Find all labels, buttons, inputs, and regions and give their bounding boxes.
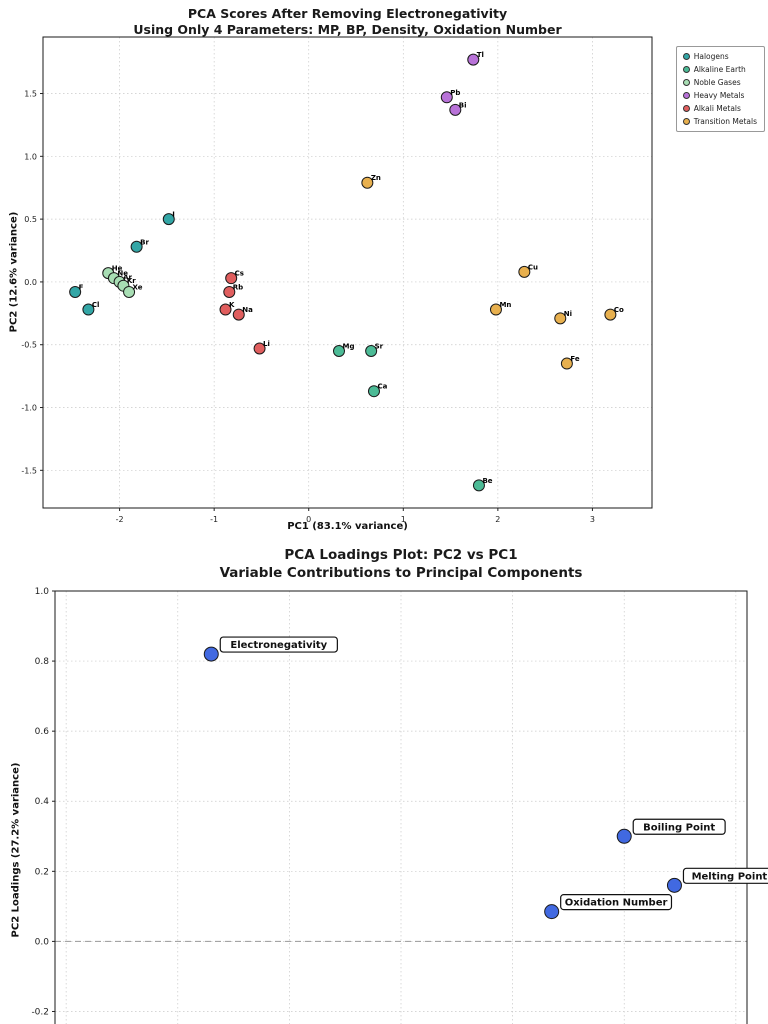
legend-color-dot (682, 118, 690, 125)
legend-item-label: Alkaline Earth (693, 65, 746, 74)
svg-text:Na: Na (242, 306, 253, 314)
svg-text:0.4: 0.4 (35, 797, 50, 807)
svg-text:Electronegativity: Electronegativity (230, 640, 327, 651)
svg-text:1.5: 1.5 (24, 90, 37, 99)
svg-text:0.8: 0.8 (35, 657, 50, 667)
svg-text:Fe: Fe (570, 355, 579, 363)
svg-text:Kr: Kr (127, 277, 136, 285)
svg-text:-0.2: -0.2 (31, 1007, 49, 1017)
legend-color-dot (682, 66, 690, 73)
svg-text:1.0: 1.0 (24, 152, 37, 161)
legend-item-label: Halogens (693, 52, 729, 61)
pc1-axis-label: PC1 (83.1% variance) (287, 521, 408, 532)
svg-text:-1: -1 (210, 515, 218, 524)
pca-scores-plot: -2 -1 0 1 2 3 -1.5 -1.0 -0.5 0.0 0.5 1.0 1.5 F Cl Br I Mg… (21, 36, 653, 524)
legend-item: Halogens (682, 52, 757, 61)
legend-item: Heavy Metals (682, 91, 757, 100)
svg-text:Xe: Xe (133, 283, 143, 291)
svg-text:Pb: Pb (450, 89, 460, 97)
svg-text:He: He (112, 265, 123, 273)
svg-text:Sr: Sr (375, 343, 384, 351)
legend-color-dot (682, 105, 690, 112)
svg-text:Cs: Cs (235, 270, 244, 278)
pca-loadings-plot: -0.2 0.0 0.2 0.4 0.6 0.8 1.0 Electronegativity B… (31, 587, 768, 1024)
chart-subtitle: Variable Contributions to Principal Comp… (219, 564, 583, 581)
svg-text:Cl: Cl (92, 301, 100, 309)
legend-item: Transition Metals (682, 117, 757, 126)
chart-title: PCA Loadings Plot: PC2 vs PC1 (284, 547, 518, 563)
svg-text:Oxidation Number: Oxidation Number (565, 898, 668, 909)
svg-text:0.0: 0.0 (24, 278, 37, 287)
svg-text:-1.0: -1.0 (21, 404, 37, 413)
svg-text:1.0: 1.0 (35, 587, 50, 597)
svg-text:Melting Point: Melting Point (692, 871, 768, 882)
svg-text:Bi: Bi (459, 101, 467, 109)
svg-text:-2: -2 (116, 515, 124, 524)
legend-color-dot (682, 79, 690, 86)
svg-text:Boiling Point: Boiling Point (643, 822, 715, 833)
svg-text:0.5: 0.5 (24, 215, 37, 224)
svg-text:1: 1 (401, 515, 406, 524)
legend-item: Alkali Metals (682, 104, 757, 113)
svg-text:Mn: Mn (499, 301, 511, 309)
legend-item-label: Alkali Metals (693, 104, 741, 113)
svg-text:Li: Li (263, 340, 270, 348)
svg-text:Ar: Ar (123, 273, 132, 281)
svg-text:I: I (172, 211, 175, 219)
legend-item-label: Heavy Metals (693, 91, 745, 100)
legend: Halogens Alkaline Earth Noble Gases Heavy M… (675, 46, 765, 132)
svg-text:-1.5: -1.5 (21, 466, 37, 475)
pc2-axis-label: PC2 (12.6% variance) (8, 211, 20, 333)
svg-text:F: F (79, 283, 84, 291)
svg-text:0.2: 0.2 (35, 867, 49, 877)
svg-text:K: K (229, 301, 235, 309)
legend-item-label: Transition Metals (693, 117, 757, 126)
pc2-loadings-axis-label: PC2 Loadings (27.2% variance) (10, 762, 22, 938)
svg-text:2: 2 (495, 515, 500, 524)
svg-text:Tl: Tl (477, 51, 484, 59)
pca-scores-figure: PCA Scores After Removing Electronegativ… (8, 6, 765, 532)
chart-subtitle: Using Only 4 Parameters: MP, BP, Density… (133, 22, 562, 38)
svg-text:0.0: 0.0 (35, 937, 50, 947)
svg-text:Cu: Cu (528, 263, 538, 271)
pca-loadings-figure: PCA Loadings Plot: PC2 vs PC1 Variable C… (0, 545, 768, 1024)
legend-color-dot (682, 53, 690, 60)
legend-item: Alkaline Earth (682, 65, 757, 74)
svg-text:0.6: 0.6 (35, 727, 50, 737)
legend-item-label: Noble Gases (693, 78, 741, 87)
chart-title: PCA Scores After Removing Electronegativ… (187, 6, 508, 21)
legend-color-dot (682, 92, 690, 99)
svg-text:Co: Co (614, 306, 624, 314)
svg-text:Ca: Ca (377, 383, 387, 391)
svg-text:0: 0 (306, 515, 311, 524)
svg-text:3: 3 (590, 515, 595, 524)
svg-text:-0.5: -0.5 (21, 341, 37, 350)
svg-text:Rb: Rb (233, 283, 243, 291)
svg-text:Br: Br (140, 238, 149, 246)
svg-text:Ni: Ni (564, 310, 572, 318)
svg-text:Ne: Ne (117, 270, 128, 278)
svg-text:Mg: Mg (342, 343, 354, 351)
svg-text:Be: Be (482, 477, 492, 485)
svg-text:Zn: Zn (371, 174, 381, 182)
legend-item: Noble Gases (682, 78, 757, 87)
